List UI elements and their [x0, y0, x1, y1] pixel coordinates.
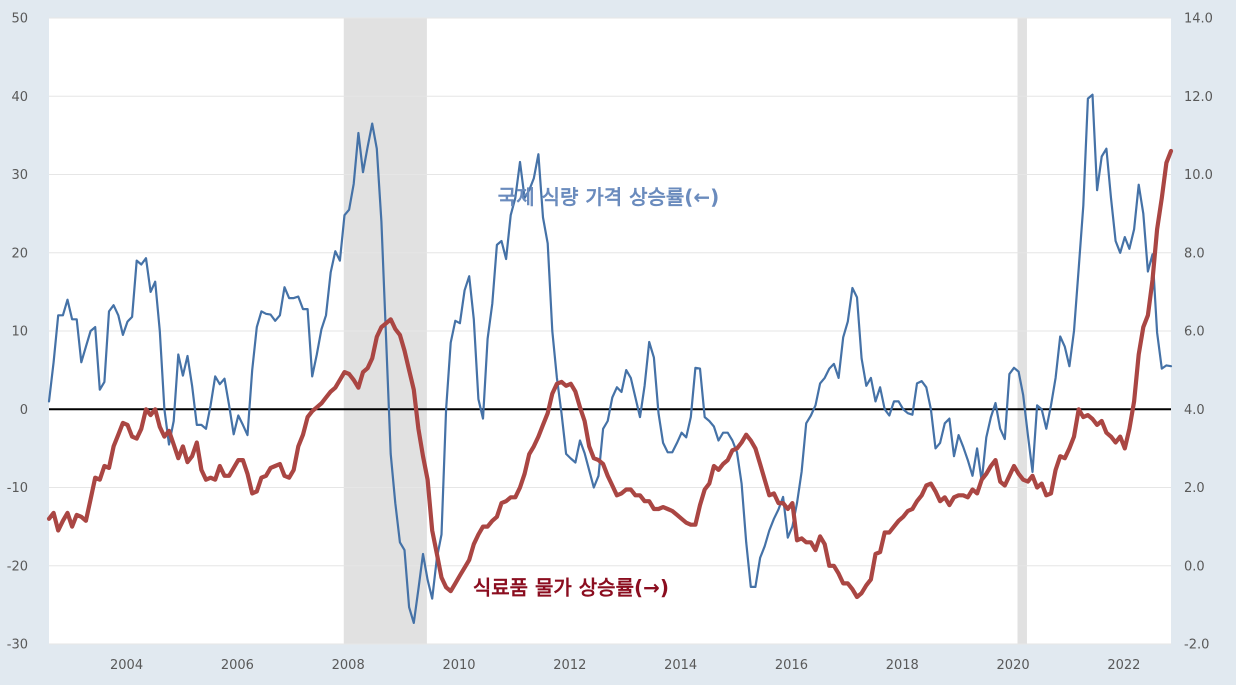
y-left-tick-label: -10: [7, 481, 28, 496]
x-tick-label: 2006: [221, 658, 254, 673]
x-tick-label: 2012: [553, 658, 586, 673]
x-tick-label: 2008: [332, 658, 365, 673]
international-food-price-line: [47, 93, 1173, 624]
series-lines: [46, 93, 1174, 624]
y-right-tick-label: 12.0: [1184, 90, 1213, 105]
y-left-tick-label: 0: [20, 403, 28, 418]
y-right-tick-label: 6.0: [1184, 325, 1205, 340]
y-left-tick-label: 50: [11, 12, 28, 27]
y-right-tick-label: 2.0: [1184, 481, 1205, 496]
y-right-axis: -2.0 0.0 2.0 4.0 6.0 8.0 10.0 12.0 14.0: [1184, 12, 1213, 653]
annotations: 국제 식량 가격 상승률(←) 식료품 물가 상승률(→): [473, 185, 719, 599]
x-tick-label: 2018: [886, 658, 919, 673]
y-right-tick-label: 14.0: [1184, 12, 1213, 27]
y-left-tick-label: 40: [11, 90, 28, 105]
x-tick-label: 2016: [775, 658, 808, 673]
food-label: 식료품 물가 상승률(→): [473, 576, 669, 600]
y-right-tick-label: 0.0: [1184, 559, 1205, 574]
x-tick-label: 2014: [664, 658, 697, 673]
y-left-tick-label: 20: [11, 246, 28, 261]
y-right-tick-label: 8.0: [1184, 246, 1205, 261]
x-tick-label: 2010: [442, 658, 475, 673]
y-left-tick-label: 10: [11, 325, 28, 340]
x-tick-label: 2020: [997, 658, 1030, 673]
food-cpi-line: [46, 148, 1174, 600]
y-right-tick-label: -2.0: [1184, 638, 1209, 653]
y-left-tick-label: -30: [7, 638, 28, 653]
x-tick-label: 2004: [110, 658, 143, 673]
international-label: 국제 식량 가격 상승률(←): [498, 185, 720, 209]
y-right-tick-label: 4.0: [1184, 403, 1205, 418]
x-axis: 2004 2006 2008 2010 2012 2014 2016 2018 2020 2022: [110, 658, 1140, 673]
y-left-tick-label: 30: [11, 168, 28, 183]
y-right-tick-label: 10.0: [1184, 168, 1213, 183]
y-left-tick-label: -20: [7, 559, 28, 574]
x-tick-label: 2022: [1107, 658, 1140, 673]
y-left-axis: -30 -20 -10 0 10 20 30 40 50: [7, 12, 28, 653]
